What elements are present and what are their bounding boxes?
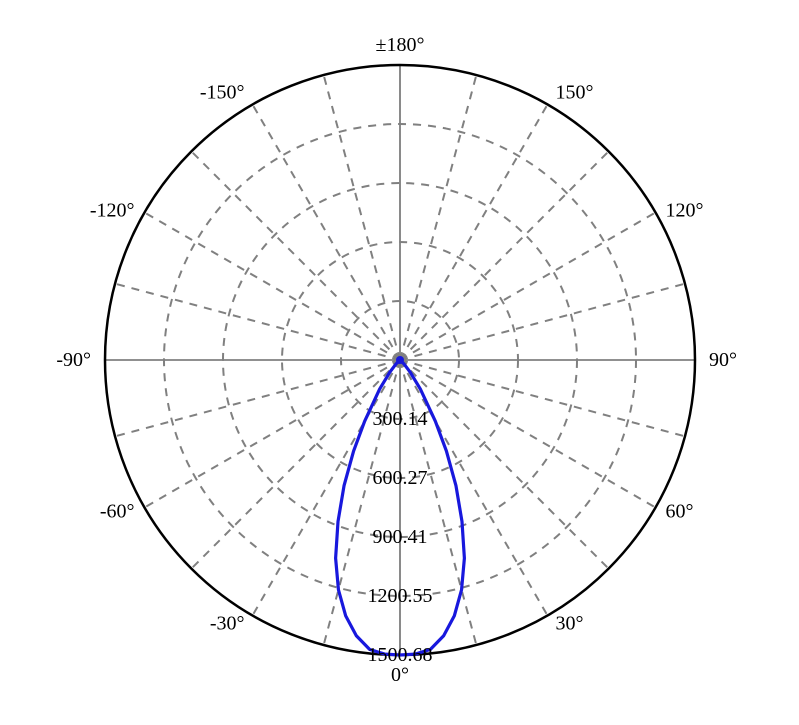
radial-tick-label: 600.27 [373,467,428,489]
angle-label: -90° [56,349,91,371]
angle-label: 150° [556,82,594,104]
radial-tick-label: 900.41 [373,526,428,548]
angle-label: 90° [709,349,737,371]
angle-label: ±180° [376,34,425,56]
series-origin-dot [396,356,404,364]
radial-tick-label: 300.14 [373,408,428,430]
angle-label: 60° [665,501,693,523]
angle-label: -120° [90,200,135,222]
angle-label: -30° [210,612,245,634]
polar-chart: 300.14 600.27 900.41 1200.55 1500.68 ±180° 150… [0,0,799,725]
angle-label: 0° [391,664,409,686]
angle-label: -150° [200,82,245,104]
angle-label: 30° [556,612,584,634]
polar-svg: 300.14 600.27 900.41 1200.55 1500.68 ±180° 150… [0,0,799,725]
radial-tick-label: 1200.55 [368,585,433,607]
angle-label: -60° [100,501,135,523]
angle-label: 120° [665,200,703,222]
radial-tick-label: 1500.68 [368,644,433,666]
